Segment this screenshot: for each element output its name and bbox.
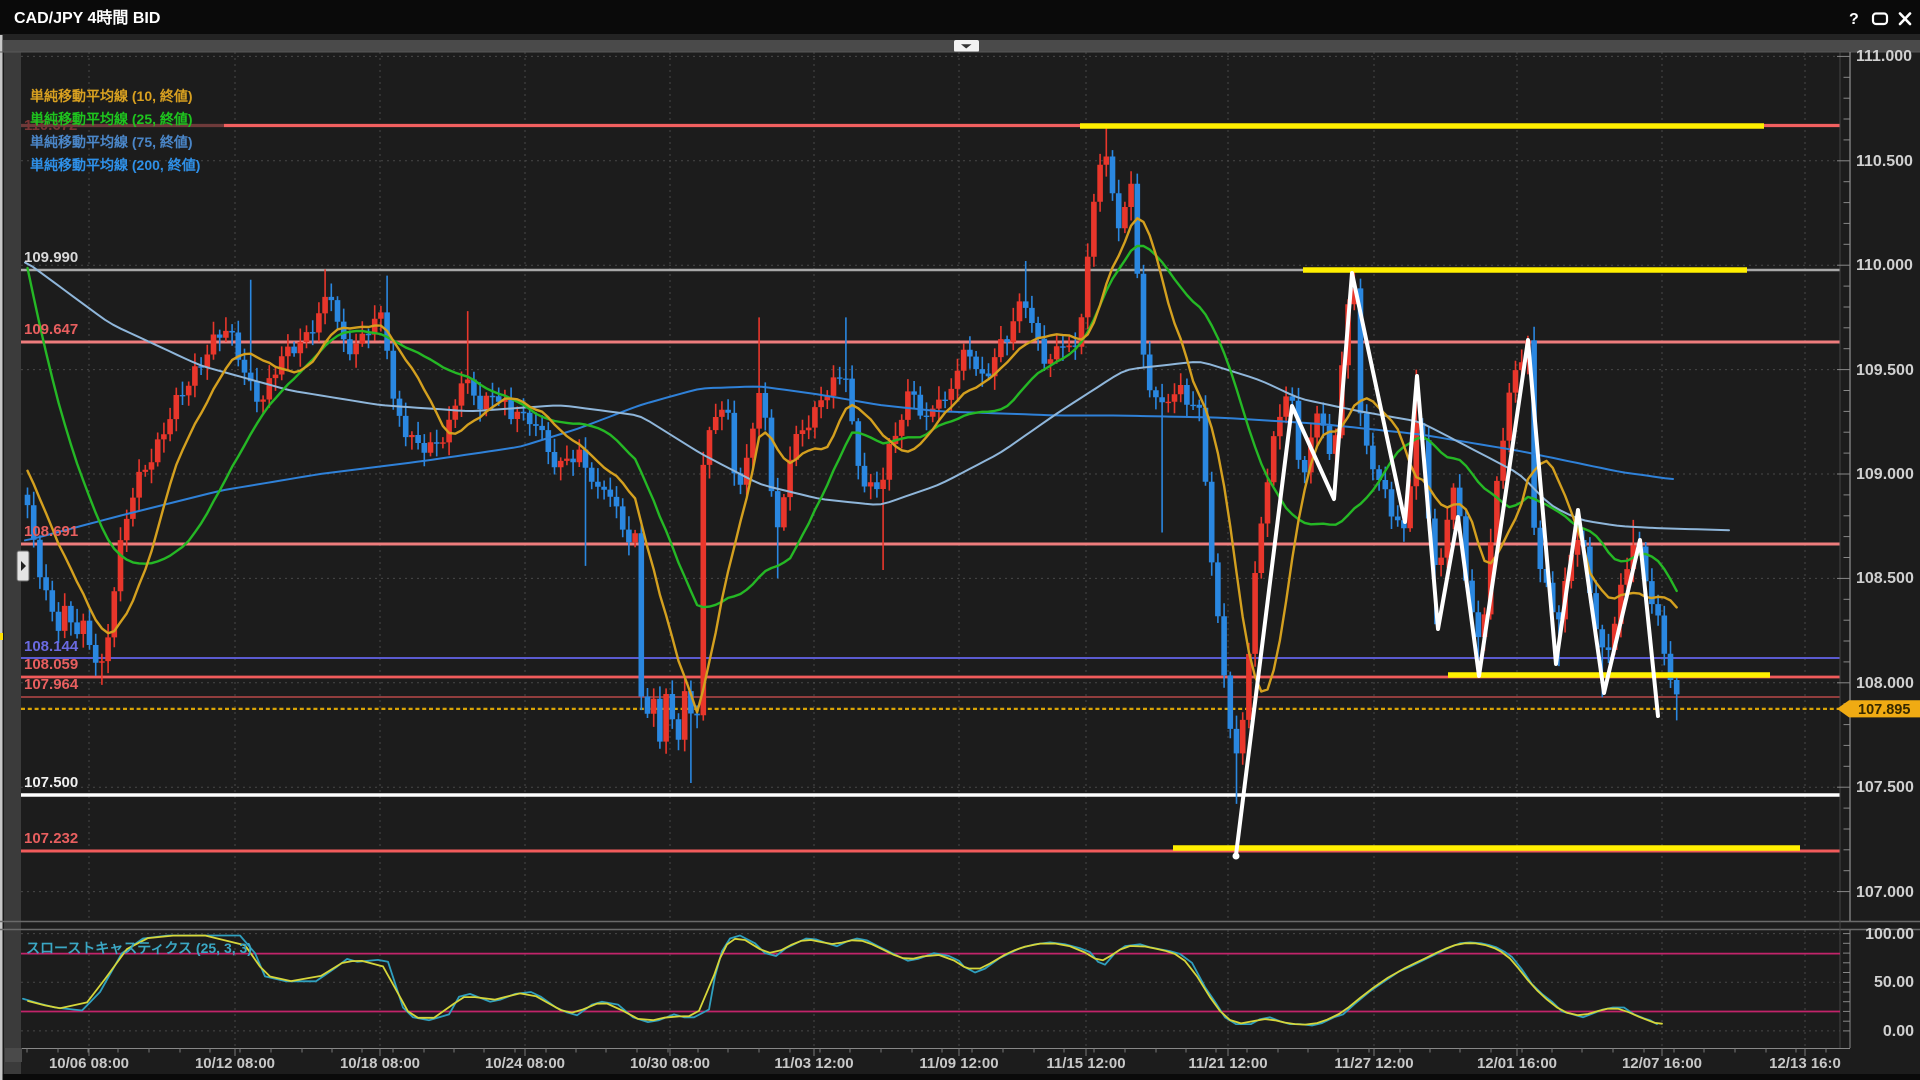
svg-text:110.672: 110.672 bbox=[24, 117, 77, 134]
svg-text:単純移動平均線 (25, 終値): 単純移動平均線 (25, 終値) bbox=[30, 111, 193, 127]
svg-text:107.000: 107.000 bbox=[1856, 884, 1914, 901]
svg-text:12/13 16:0: 12/13 16:0 bbox=[1769, 1055, 1841, 1072]
svg-text:10/06 08:00: 10/06 08:00 bbox=[49, 1055, 129, 1072]
svg-text:110.500: 110.500 bbox=[1856, 153, 1913, 170]
svg-text:11/09 12:00: 11/09 12:00 bbox=[919, 1055, 998, 1072]
svg-text:107.895: 107.895 bbox=[1858, 702, 1910, 718]
svg-text:11/27 12:00: 11/27 12:00 bbox=[1334, 1055, 1413, 1072]
svg-text:単純移動平均線 (75, 終値): 単純移動平均線 (75, 終値) bbox=[30, 134, 193, 150]
svg-text:108.691: 108.691 bbox=[24, 523, 78, 540]
svg-text:?: ? bbox=[1849, 11, 1859, 28]
svg-text:108.500: 108.500 bbox=[1856, 570, 1914, 587]
svg-text:110.000: 110.000 bbox=[1856, 257, 1913, 274]
svg-text:100.00: 100.00 bbox=[1865, 926, 1914, 943]
svg-text:50.00: 50.00 bbox=[1874, 974, 1914, 991]
svg-text:109.000: 109.000 bbox=[1856, 466, 1914, 483]
svg-text:107.500: 107.500 bbox=[1856, 779, 1914, 796]
svg-text:107.500: 107.500 bbox=[24, 774, 78, 791]
svg-text:107.232: 107.232 bbox=[24, 830, 78, 847]
svg-text:111.000: 111.000 bbox=[1856, 48, 1912, 65]
svg-text:107.964: 107.964 bbox=[24, 676, 79, 693]
svg-text:12/01 16:00: 12/01 16:00 bbox=[1477, 1055, 1557, 1072]
svg-text:単純移動平均線 (10, 終値): 単純移動平均線 (10, 終値) bbox=[30, 88, 193, 104]
svg-text:109.647: 109.647 bbox=[24, 321, 78, 338]
svg-text:11/03 12:00: 11/03 12:00 bbox=[774, 1055, 853, 1072]
svg-text:12/07 16:00: 12/07 16:00 bbox=[1622, 1055, 1702, 1072]
svg-text:単純移動平均線 (200, 終値): 単純移動平均線 (200, 終値) bbox=[30, 157, 200, 173]
svg-text:109.990: 109.990 bbox=[24, 249, 78, 266]
svg-text:108.000: 108.000 bbox=[1856, 675, 1914, 692]
svg-text:11/15 12:00: 11/15 12:00 bbox=[1046, 1055, 1125, 1072]
svg-text:10/30 08:00: 10/30 08:00 bbox=[630, 1055, 710, 1072]
svg-text:10/18 08:00: 10/18 08:00 bbox=[340, 1055, 420, 1072]
svg-text:0.00: 0.00 bbox=[1883, 1023, 1914, 1040]
svg-text:CAD/JPY 4時間 BID: CAD/JPY 4時間 BID bbox=[14, 8, 160, 27]
svg-text:108.144: 108.144 bbox=[24, 638, 79, 655]
svg-text:108.059: 108.059 bbox=[24, 656, 78, 673]
svg-text:10/12 08:00: 10/12 08:00 bbox=[195, 1055, 275, 1072]
svg-text:スローストキャスティクス (25, 3, 3): スローストキャスティクス (25, 3, 3) bbox=[26, 940, 252, 956]
svg-text:11/21 12:00: 11/21 12:00 bbox=[1188, 1055, 1267, 1072]
svg-text:10/24 08:00: 10/24 08:00 bbox=[485, 1055, 565, 1072]
svg-text:109.500: 109.500 bbox=[1856, 362, 1914, 379]
